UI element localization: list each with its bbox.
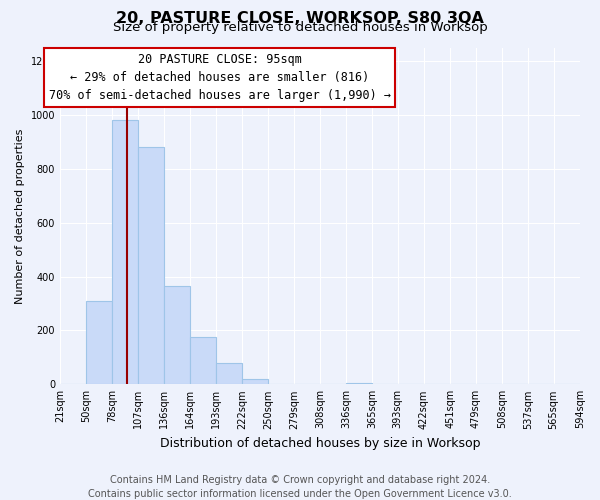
Bar	[86, 301, 112, 384]
Bar	[190, 337, 216, 384]
Text: 20 PASTURE CLOSE: 95sqm
← 29% of detached houses are smaller (816)
70% of semi-d: 20 PASTURE CLOSE: 95sqm ← 29% of detache…	[49, 53, 391, 102]
Text: 20, PASTURE CLOSE, WORKSOP, S80 3QA: 20, PASTURE CLOSE, WORKSOP, S80 3QA	[116, 11, 484, 26]
Bar	[242, 379, 268, 384]
Text: Size of property relative to detached houses in Worksop: Size of property relative to detached ho…	[113, 21, 487, 34]
Bar	[164, 286, 190, 384]
Y-axis label: Number of detached properties: Number of detached properties	[15, 128, 25, 304]
Bar	[138, 147, 164, 384]
X-axis label: Distribution of detached houses by size in Worksop: Distribution of detached houses by size …	[160, 437, 480, 450]
Bar	[216, 363, 242, 384]
Text: Contains HM Land Registry data © Crown copyright and database right 2024.
Contai: Contains HM Land Registry data © Crown c…	[88, 475, 512, 499]
Bar	[112, 120, 138, 384]
Bar	[346, 383, 372, 384]
